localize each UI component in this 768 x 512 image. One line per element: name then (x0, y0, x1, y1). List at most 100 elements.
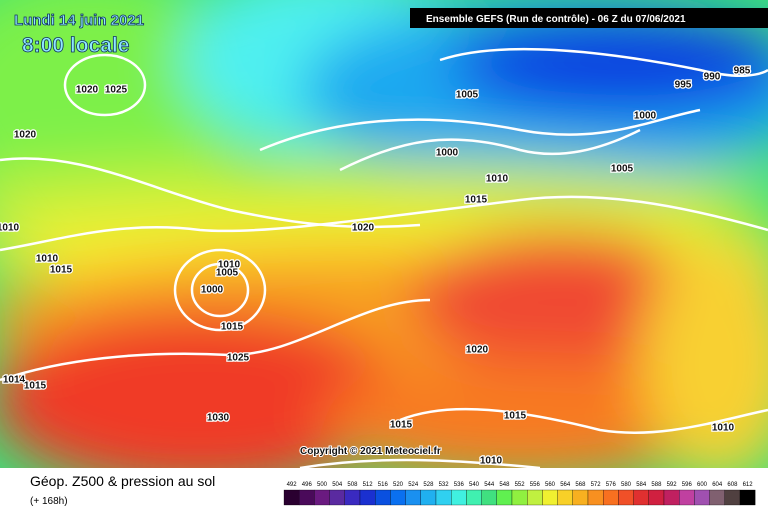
isobar-label: 1025 (227, 353, 250, 364)
isobar-label: 1000 (634, 111, 657, 122)
isobar-label: 1005 (611, 164, 634, 175)
scale-swatch (329, 489, 345, 506)
scale-label: 584 (636, 482, 647, 488)
scale-label: 588 (651, 482, 662, 488)
scale-label: 612 (743, 482, 754, 488)
isobar-label: 1014 (3, 375, 26, 386)
scale-swatch (359, 489, 376, 506)
scale-label: 536 (454, 482, 465, 488)
scale-swatch (299, 489, 315, 506)
scale-swatch (557, 489, 573, 506)
isobar-label: 1015 (504, 411, 527, 422)
scale-label: 556 (530, 482, 541, 488)
scale-swatch (283, 489, 300, 506)
scale-label: 492 (287, 482, 298, 488)
run-info: Ensemble GEFS (Run de contrôle) - 06 Z d… (426, 14, 686, 25)
copyright: Copyright © 2021 Meteociel.fr (300, 446, 441, 457)
scale-swatch (618, 489, 634, 506)
scale-label: 500 (317, 482, 328, 488)
scale-swatch (496, 489, 513, 506)
scale-swatch (739, 489, 756, 506)
scale-label: 604 (712, 482, 723, 488)
scale-swatch (694, 489, 710, 506)
scale-swatch (435, 489, 452, 506)
scale-swatch (405, 489, 421, 506)
scale-swatch (724, 489, 741, 506)
local-time: 8:00 locale (22, 34, 129, 57)
scale-swatch (603, 489, 619, 506)
scale-swatch (451, 489, 467, 506)
scale-swatch (375, 489, 391, 506)
scale-label: 572 (591, 482, 602, 488)
isobar-label: 1010 (218, 260, 241, 271)
scale-label: 528 (423, 482, 434, 488)
scale-label: 580 (621, 482, 632, 488)
isobar-label: 1020 (14, 130, 37, 141)
scale-swatch (633, 489, 649, 506)
scale-label: 608 (727, 482, 738, 488)
isobar-label: 1025 (105, 85, 128, 96)
isobar-label: 985 (734, 66, 751, 77)
scale-label: 564 (560, 482, 571, 488)
run-banner (410, 8, 768, 28)
isobar-label: 1010 (712, 423, 735, 434)
isobar-label: 1010 (480, 456, 503, 467)
scale-label: 508 (347, 482, 358, 488)
scale-swatch (511, 489, 528, 506)
isobar-label: 1015 (50, 265, 73, 276)
scale-swatch (663, 489, 680, 506)
scale-swatch (527, 489, 543, 506)
scale-label: 560 (545, 482, 556, 488)
scale-label: 544 (484, 482, 495, 488)
isobar-label: 1030 (207, 413, 230, 424)
scale-label: 512 (363, 482, 374, 488)
scale-swatch (679, 489, 695, 506)
scale-label: 520 (393, 482, 404, 488)
isobar-label: 1015 (24, 381, 47, 392)
scale-label: 600 (697, 482, 708, 488)
isobar-label: 1020 (352, 223, 375, 234)
isobar-label: 1015 (465, 195, 488, 206)
scale-label: 516 (378, 482, 389, 488)
scale-swatch (466, 489, 482, 506)
scale-label: 592 (667, 482, 678, 488)
scale-label: 524 (408, 482, 419, 488)
scale-label: 596 (682, 482, 693, 488)
scale-label: 548 (499, 482, 510, 488)
isobar-label: 1000 (201, 285, 224, 296)
date: Lundi 14 juin 2021 (14, 12, 144, 29)
scale-swatch (572, 489, 589, 506)
isobar-label: 1005 (216, 268, 239, 279)
scale-swatch (709, 489, 725, 506)
scale-swatch (542, 489, 558, 506)
isobar-lines (0, 47, 768, 470)
scale-swatch (314, 489, 330, 506)
geopotential-field (0, 0, 768, 490)
scale-swatch (587, 489, 604, 506)
isobar-label: 1020 (76, 85, 99, 96)
isobar-label: 1005 (456, 90, 479, 101)
scale-swatch (344, 489, 361, 506)
scale-label: 496 (302, 482, 313, 488)
scale-label: 504 (332, 482, 343, 488)
scale-label: 552 (515, 482, 526, 488)
isobar-label: 995 (675, 80, 692, 91)
isobar-label: 1000 (436, 148, 459, 159)
footer-title: Géop. Z500 & pression au sol (30, 473, 215, 489)
isobar-label: 1020 (466, 345, 489, 356)
lead-time: (+ 168h) (30, 496, 68, 507)
scale-swatch (481, 489, 497, 506)
isobar-label: 1010 (0, 223, 20, 234)
scale-label: 540 (469, 482, 480, 488)
scale-swatch (390, 489, 406, 506)
scale-label: 532 (439, 482, 450, 488)
isobar-label: 1015 (390, 420, 413, 431)
isobar-label: 1015 (221, 322, 244, 333)
scale-swatch (420, 489, 437, 506)
scale-swatch (648, 489, 665, 506)
isobar-label: 990 (704, 72, 721, 83)
scale-label: 576 (606, 482, 617, 488)
isobar-label: 1010 (486, 174, 509, 185)
scale-label: 568 (575, 482, 586, 488)
